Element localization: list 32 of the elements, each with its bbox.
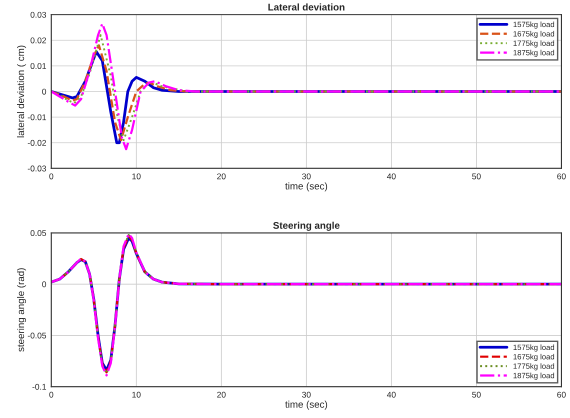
y-tick-label: 0.02 [30, 37, 46, 44]
x-tick-label: 30 [302, 173, 311, 180]
y-axis-title: steering angle (rad) [16, 268, 26, 352]
y-tick-label: -0.01 [28, 114, 46, 120]
y-tick-label: -0.02 [28, 140, 46, 146]
x-tick-label: 50 [472, 173, 481, 180]
chart-title: Lateral deviation [268, 3, 344, 11]
x-tick-label: 30 [302, 392, 311, 398]
y-tick-label: 0.01 [30, 63, 46, 69]
y-tick-label: 0 [42, 281, 46, 288]
y-tick-label: 0.05 [30, 230, 46, 236]
x-tick-label: 0 [49, 173, 54, 180]
x-tick-label: 10 [132, 392, 141, 398]
x-tick-label: 10 [132, 173, 141, 180]
x-tick-label: 20 [217, 173, 226, 180]
x-tick-label: 50 [472, 392, 481, 398]
x-tick-label: 40 [386, 392, 396, 398]
x-tick-label: 60 [557, 173, 566, 180]
x-axis-title: time (sec) [285, 182, 328, 192]
x-axis-title: time (sec) [285, 400, 328, 410]
y-tick-label: -0.05 [28, 332, 46, 339]
y-tick-label: 0 [42, 88, 46, 95]
line-series [51, 22, 562, 150]
x-tick-label: 40 [386, 173, 396, 180]
y-tick-label: -0.03 [28, 166, 46, 172]
chart-title: Steering angle [273, 222, 340, 231]
y-tick-label: 0.03 [30, 12, 46, 18]
x-tick-label: 0 [49, 392, 54, 398]
x-tick-label: 60 [557, 392, 566, 398]
y-tick-label: -0.1 [32, 384, 46, 390]
x-tick-label: 20 [217, 392, 226, 398]
y-axis-title: lateral deviation ( cm) [16, 46, 26, 138]
